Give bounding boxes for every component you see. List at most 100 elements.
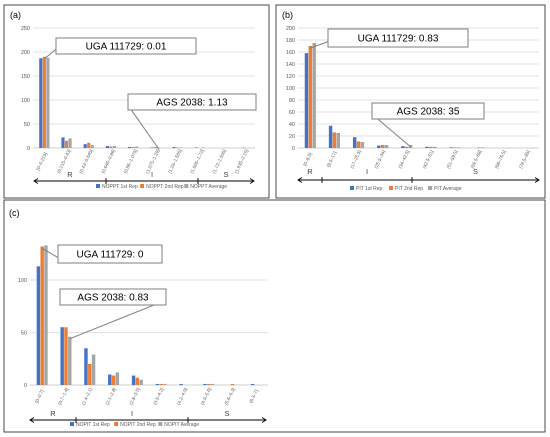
x-tick-label: [0–8.5] xyxy=(302,152,312,167)
bar xyxy=(153,147,157,148)
bar xyxy=(432,146,437,148)
y-tick-label: 50 xyxy=(24,122,30,128)
legend-entry: PIT 1st Rep xyxy=(356,186,383,192)
legend-entry: NOPPT Average xyxy=(190,184,227,190)
class-label: I xyxy=(151,170,153,179)
class-label: R xyxy=(50,409,56,418)
legend-entry: NOPIT Average xyxy=(164,422,199,428)
y-tick-label: 0 xyxy=(292,146,295,152)
callout-box xyxy=(55,37,197,55)
class-label: R xyxy=(307,167,313,176)
y-tick-label: 20 xyxy=(289,134,295,140)
y-tick-label: 120 xyxy=(286,74,295,80)
legend-swatch xyxy=(389,186,394,190)
callout-text: AGS 2038: 0.83 xyxy=(77,293,149,304)
panel-label: (a) xyxy=(10,10,21,20)
legend-swatch xyxy=(96,184,100,188)
y-tick-label: 180 xyxy=(286,38,295,44)
y-tick-label: 250 xyxy=(21,26,30,32)
bar xyxy=(83,144,87,148)
bar xyxy=(377,145,381,148)
bar xyxy=(61,137,65,148)
callout-text: AGS 2038: 1.13 xyxy=(156,98,228,109)
bar xyxy=(457,147,461,148)
bar xyxy=(425,146,429,148)
bar xyxy=(131,375,136,385)
bar xyxy=(384,145,389,148)
bar xyxy=(115,372,120,385)
bar xyxy=(401,146,405,148)
bar xyxy=(332,132,337,148)
arrowhead xyxy=(261,417,267,423)
bar xyxy=(109,146,113,148)
bar xyxy=(68,336,72,385)
callout-text: UGA 111729: 0 xyxy=(77,250,144,261)
bar xyxy=(328,125,333,148)
y-tick-label: 200 xyxy=(21,50,30,56)
bar xyxy=(210,383,215,385)
bar xyxy=(68,138,72,148)
class-label: I xyxy=(131,409,133,418)
panel-frame xyxy=(3,199,546,433)
bar xyxy=(44,245,48,385)
callout-leader xyxy=(310,41,329,49)
bar xyxy=(40,246,44,385)
bar xyxy=(84,348,88,385)
legend-swatch xyxy=(140,184,145,188)
legend-swatch xyxy=(350,186,354,190)
y-tick-label: 0 xyxy=(24,383,27,389)
legend-entry: NOPPT 2nd Rep xyxy=(146,184,184,190)
arrowhead xyxy=(249,178,255,184)
legend-swatch xyxy=(70,422,74,426)
x-tick-label: [0–0.7] xyxy=(34,389,44,404)
bar xyxy=(405,146,409,148)
callout-text: UGA 111729: 0.01 xyxy=(86,42,167,53)
legend-swatch xyxy=(428,186,433,190)
legend-swatch xyxy=(114,422,119,426)
bar xyxy=(230,383,235,385)
bar xyxy=(60,327,64,385)
bar xyxy=(159,383,163,385)
bar xyxy=(90,145,94,148)
bar xyxy=(449,147,453,148)
y-tick-label: 100 xyxy=(18,278,27,284)
bar xyxy=(360,142,365,148)
bar xyxy=(128,147,132,148)
bar xyxy=(131,147,135,148)
callout-leader xyxy=(42,247,59,259)
callout-text: AGS 2038: 35 xyxy=(397,107,460,118)
y-tick-label: 140 xyxy=(286,62,295,68)
bar xyxy=(429,146,433,148)
bar xyxy=(172,147,176,148)
legend-entry: NOPIT 1st Rep xyxy=(76,422,110,428)
callout-leader xyxy=(69,299,167,340)
class-label: I xyxy=(366,167,368,176)
callout-box xyxy=(59,288,167,306)
bar xyxy=(36,266,41,385)
legend-swatch xyxy=(184,184,189,188)
panel-b: (b) 0 20 40 60 80 100 120 140 160 180 200 [0–8.5] (8.… xyxy=(275,4,546,199)
bar xyxy=(105,146,109,148)
bar xyxy=(453,147,457,148)
callout-leader xyxy=(127,104,160,150)
y-tick-label: 150 xyxy=(21,74,30,80)
bar xyxy=(111,375,116,385)
bar xyxy=(112,146,117,148)
bar xyxy=(352,137,357,148)
callout-box xyxy=(127,93,257,111)
x-tick-label: (6.3–7] xyxy=(248,389,259,404)
bar xyxy=(207,383,211,385)
bar xyxy=(356,141,361,148)
bar xyxy=(250,383,255,385)
legend-entry: PIT 2nd Rep xyxy=(395,186,423,192)
bar xyxy=(481,147,485,148)
callout-leader xyxy=(44,48,57,60)
legend-entry: NOPIT 2nd Rep xyxy=(120,422,156,428)
bar xyxy=(108,374,112,385)
callout-box xyxy=(327,28,469,48)
bar xyxy=(380,145,385,148)
bar xyxy=(139,379,143,385)
y-tick-label: 40 xyxy=(289,122,295,128)
